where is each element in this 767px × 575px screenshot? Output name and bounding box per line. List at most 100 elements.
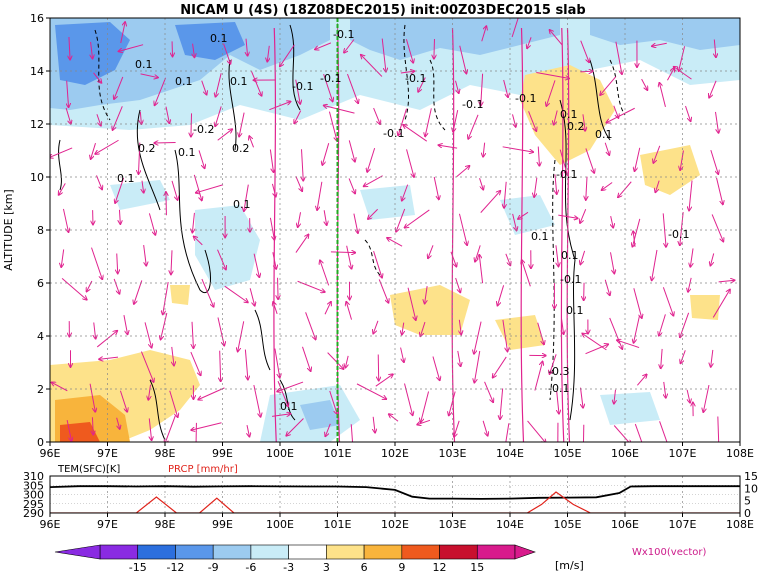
x-tick-label: 97E — [97, 447, 118, 460]
wind-vector — [636, 374, 647, 386]
wind-vector — [322, 143, 330, 165]
wind-vector — [315, 42, 332, 50]
wind-vector — [149, 418, 151, 440]
wind-vector — [718, 280, 735, 282]
wind-vector — [686, 389, 690, 403]
wind-vector — [632, 218, 641, 247]
wind-vector — [518, 211, 529, 219]
wind-vector — [615, 41, 622, 75]
wind-vector — [198, 387, 225, 400]
wind-vector — [388, 414, 399, 422]
wind-vector — [278, 277, 279, 300]
wind-vector — [580, 209, 587, 223]
wind-vector — [91, 41, 93, 59]
wind-vector — [580, 387, 584, 408]
wind-vector — [664, 381, 666, 398]
main-grid — [50, 18, 740, 442]
contour-label: -0.1 — [333, 28, 354, 41]
wind-vector — [418, 77, 426, 93]
wind-vector — [172, 346, 174, 366]
wind-vector — [224, 285, 248, 302]
wind-vector — [504, 181, 506, 208]
contour-label: 0.1 — [135, 58, 153, 71]
wind-vector — [253, 384, 261, 417]
wind-vector — [527, 37, 532, 48]
colorbar-segment — [250, 544, 289, 560]
shade-region-negative-mid-2 — [350, 18, 560, 60]
wind-vector — [171, 250, 172, 274]
x-tick-label: 100E — [266, 447, 294, 460]
wind-vector — [500, 388, 504, 419]
colorbar-end-high — [514, 544, 536, 560]
wind-vector — [324, 210, 327, 225]
wind-vector — [114, 76, 124, 99]
wind-vector — [618, 181, 632, 198]
wind-vector — [714, 39, 716, 58]
wind-vector — [634, 147, 641, 172]
wind-vector — [217, 317, 224, 345]
contour-label: 0.2 — [232, 142, 250, 155]
wind-vector — [329, 390, 338, 415]
sub-x-tick-label: 105E — [554, 518, 582, 531]
wind-vector — [269, 149, 273, 172]
y-tick-label: 2 — [37, 383, 44, 396]
wind-vector — [456, 166, 469, 178]
shade-region-negative-dark — [55, 22, 130, 85]
contour-label: 0.1 — [178, 146, 196, 159]
wind-vector — [192, 321, 193, 349]
wind-vector — [404, 209, 430, 228]
sub-x-tick-label: 98E — [155, 518, 176, 531]
wind-vector — [269, 217, 274, 240]
wind-vector — [96, 175, 102, 189]
wind-vector — [154, 143, 176, 144]
contour-line — [609, 59, 626, 116]
wind-vector — [294, 110, 302, 124]
wind-vector — [481, 26, 487, 42]
wind-vector — [497, 285, 505, 306]
x-tick-label: 107E — [669, 447, 697, 460]
colorbar-tick-label: -9 — [208, 561, 219, 574]
wind-vector — [269, 101, 290, 111]
contour-label: 0.2 — [138, 142, 156, 155]
x-tick-label: 105E — [554, 447, 582, 460]
wind-vector — [659, 314, 666, 336]
wind-vector — [703, 384, 710, 412]
wind-vector — [455, 277, 461, 293]
contour-line — [58, 139, 62, 191]
colorbar-tick-label: -12 — [166, 561, 184, 574]
contour-label: 0.1 — [531, 230, 549, 243]
sub-x-tick-label: 103E — [439, 518, 467, 531]
wind-vector — [251, 71, 261, 96]
wind-vector — [169, 390, 178, 418]
wind-vector — [680, 312, 690, 338]
colorbar-tick-label: -6 — [245, 561, 256, 574]
contour-line — [254, 309, 271, 371]
colorbar-tick-label: 3 — [323, 561, 330, 574]
colorbar-segment — [288, 544, 327, 560]
wind-vector — [652, 42, 667, 46]
wind-vector — [297, 280, 326, 292]
wind-vector — [458, 213, 467, 246]
wind-vector — [601, 182, 613, 190]
wind-vector — [661, 348, 662, 369]
colorbar-segment — [439, 544, 478, 560]
wind-vector — [367, 147, 376, 172]
colorbar-unit: [m/s] — [555, 559, 584, 572]
wind-vector — [634, 423, 643, 442]
x-tick-label: 102E — [381, 447, 409, 460]
wind-vector — [215, 73, 222, 97]
wind-vector — [710, 149, 719, 174]
contour-label: -0.1 — [560, 273, 581, 286]
contour-line — [364, 239, 381, 276]
contour-line — [289, 24, 301, 111]
wind-vector — [712, 289, 730, 318]
wind-vector — [689, 180, 693, 211]
wind-vector — [69, 37, 70, 60]
wind-vector — [688, 277, 692, 292]
series-line-temperature — [50, 485, 740, 500]
wind-vector — [373, 320, 379, 334]
wind-vector — [215, 106, 222, 126]
wind-vector — [449, 391, 456, 416]
wind-vector — [61, 249, 63, 267]
sub-right-tick-label: 10 — [744, 482, 758, 495]
